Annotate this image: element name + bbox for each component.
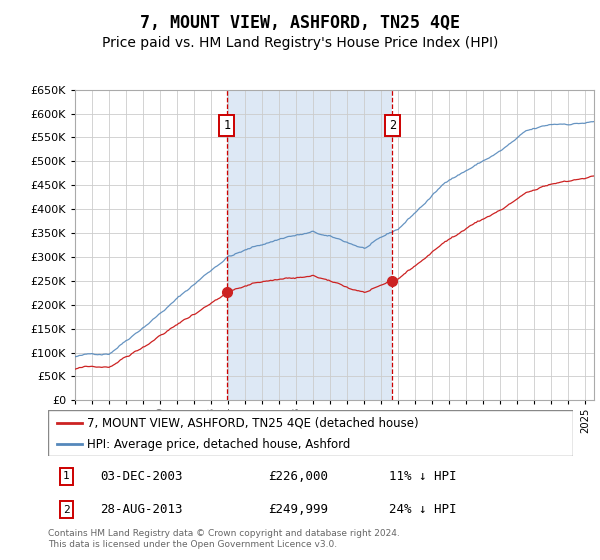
Text: 1: 1 (223, 119, 230, 132)
Text: HPI: Average price, detached house, Ashford: HPI: Average price, detached house, Ashf… (88, 437, 351, 450)
Text: 2: 2 (63, 505, 70, 515)
Text: 24% ↓ HPI: 24% ↓ HPI (389, 503, 457, 516)
Text: 2: 2 (389, 119, 396, 132)
Text: Contains HM Land Registry data © Crown copyright and database right 2024.
This d: Contains HM Land Registry data © Crown c… (48, 529, 400, 549)
Text: £226,000: £226,000 (269, 470, 329, 483)
Text: 7, MOUNT VIEW, ASHFORD, TN25 4QE: 7, MOUNT VIEW, ASHFORD, TN25 4QE (140, 14, 460, 32)
Text: Price paid vs. HM Land Registry's House Price Index (HPI): Price paid vs. HM Land Registry's House … (102, 36, 498, 50)
Text: 1: 1 (63, 472, 70, 482)
Bar (227, 90, 392, 400)
Text: 03-DEC-2003: 03-DEC-2003 (101, 470, 183, 483)
Text: £249,999: £249,999 (269, 503, 329, 516)
Text: 11% ↓ HPI: 11% ↓ HPI (389, 470, 457, 483)
Text: 28-AUG-2013: 28-AUG-2013 (101, 503, 183, 516)
Text: 7, MOUNT VIEW, ASHFORD, TN25 4QE (detached house): 7, MOUNT VIEW, ASHFORD, TN25 4QE (detach… (88, 417, 419, 430)
